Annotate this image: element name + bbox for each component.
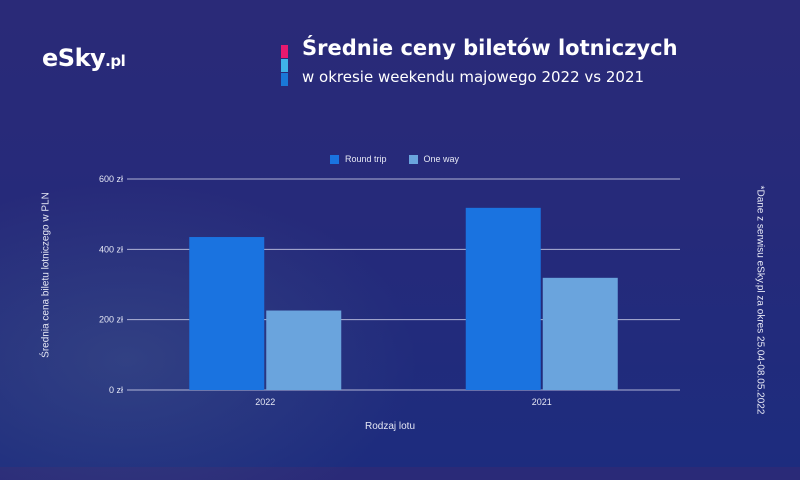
legend-item-one-way: One way	[408, 154, 460, 164]
bar-one-way-2022	[266, 310, 342, 390]
legend-label-round-trip: Round trip	[345, 154, 387, 164]
legend: Round trip One way	[330, 154, 459, 164]
accent-bar-blue	[281, 73, 288, 86]
legend-swatch-one-way	[408, 154, 418, 164]
x-axis-label: Rodzaj lotu	[364, 421, 416, 432]
legend-item-round-trip: Round trip	[330, 154, 387, 164]
esky-logo: eSky.pl	[42, 44, 126, 72]
legend-swatch-round-trip	[330, 154, 339, 164]
y-tick-label: 200 zł	[99, 315, 123, 325]
accent-bar-pink	[281, 45, 288, 58]
logo-text: eSky	[42, 44, 106, 72]
chart-subtitle: w okresie weekendu majowego 2022 vs 2021	[302, 68, 645, 86]
bar-chart: 0 zł 200 zł 400 zł 600 zł 2022 2021	[99, 174, 680, 407]
bar-round-trip-2021	[465, 207, 541, 390]
x-tick-label: 2022	[255, 397, 275, 407]
bar-one-way-2021	[542, 277, 618, 390]
y-tick-label: 400 zł	[99, 244, 123, 254]
logo-tld: .pl	[105, 52, 126, 70]
title-accent-bars	[281, 45, 288, 87]
y-tick-label: 600 zł	[99, 174, 123, 184]
chart-title: Średnie ceny biletów lotniczych	[302, 36, 678, 60]
legend-label-one-way: One way	[423, 154, 460, 164]
accent-bar-light-blue	[281, 59, 288, 72]
bar-round-trip-2022	[189, 237, 265, 390]
y-tick-label: 0 zł	[109, 385, 123, 395]
x-tick-label: 2021	[532, 397, 552, 407]
